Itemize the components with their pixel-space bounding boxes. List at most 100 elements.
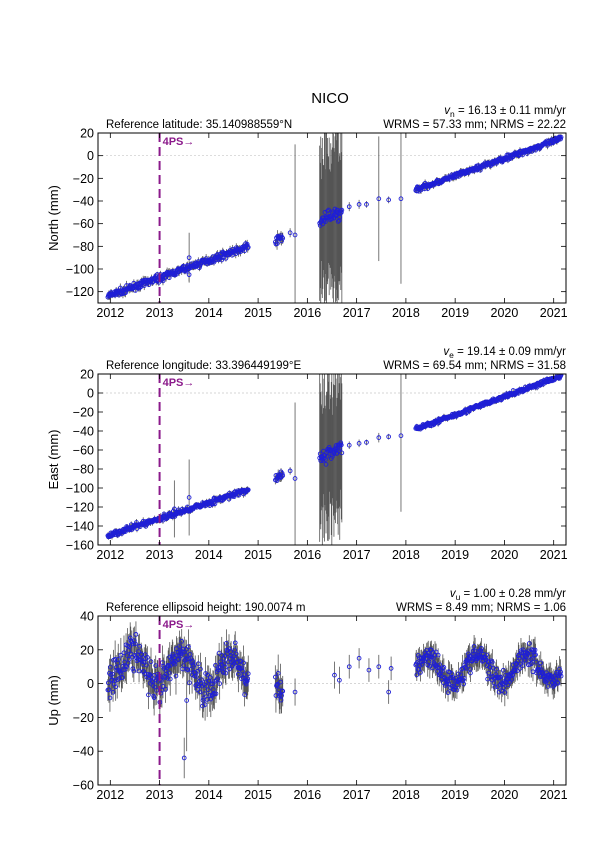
data-point: [177, 644, 182, 649]
data-point: [213, 662, 218, 668]
event-label: 4PS→: [163, 377, 195, 389]
data-point: [127, 635, 133, 641]
data-point: [493, 672, 499, 677]
data-point: [228, 649, 233, 654]
data-point: [530, 656, 535, 662]
data-point: [275, 670, 281, 676]
data-point: [444, 681, 450, 687]
y-tick-label: −100: [66, 263, 94, 277]
data-point: [143, 662, 149, 668]
data-point: [366, 667, 372, 673]
x-tick-label: 2017: [343, 548, 371, 562]
data-point: [337, 677, 342, 683]
data-point: [221, 656, 227, 661]
data-point: [133, 632, 139, 637]
data-point: [517, 666, 523, 671]
velocity-value: = 16.13 ± 0.11 mm/yr: [455, 105, 566, 117]
data-point: [458, 672, 464, 678]
data-point: [526, 641, 532, 646]
data-point: [141, 669, 147, 674]
data-point: [106, 680, 111, 686]
x-tick-label: 2012: [96, 306, 124, 320]
data-point: [241, 660, 246, 666]
panel-2: 4PS→2012 2013 2014 2015 2016 2017 2018 2019 2020…: [46, 346, 568, 562]
data-point: [538, 660, 544, 666]
x-tick-label: 2021: [540, 548, 568, 562]
data-point: [207, 675, 213, 680]
x-tick-label: 2019: [441, 306, 469, 320]
data-point: [440, 665, 446, 671]
x-tick-label: 2017: [343, 788, 371, 802]
data-point: [242, 692, 247, 697]
data-point: [416, 653, 421, 658]
data-point: [485, 676, 490, 682]
data-point: [450, 675, 456, 680]
data-point: [278, 679, 283, 685]
x-tick-label: 2021: [540, 788, 568, 802]
data-point: [110, 671, 115, 677]
data-point: [160, 683, 166, 689]
data-point: [376, 435, 382, 440]
data-point: [346, 204, 352, 210]
data-point: [287, 230, 293, 236]
data-point: [364, 202, 369, 207]
data-point: [322, 209, 328, 215]
y-tick-label: −80: [73, 240, 94, 254]
data-point: [114, 667, 120, 673]
data-point: [356, 202, 362, 207]
data-point: [292, 232, 298, 238]
data-point: [430, 665, 435, 671]
data-point: [544, 678, 550, 683]
y-axis-label: North (mm): [46, 185, 61, 251]
y-tick-label: −60: [73, 779, 94, 793]
data-point: [287, 468, 293, 474]
data-point: [215, 676, 220, 682]
data-point: [133, 641, 138, 647]
data-point: [338, 442, 344, 448]
data-point: [188, 667, 194, 672]
data-point: [292, 476, 298, 481]
data-point: [498, 674, 504, 680]
data-point: [486, 670, 492, 676]
data-point: [398, 433, 404, 439]
data-point: [245, 676, 251, 682]
data-point: [532, 647, 538, 653]
data-point: [240, 675, 246, 680]
reference-label: Reference longitude: 33.396449199°E: [106, 360, 301, 372]
data-point: [356, 441, 362, 446]
data-point: [145, 655, 150, 660]
data-point: [233, 651, 239, 657]
x-tick-label: 2012: [96, 788, 124, 802]
data-point: [245, 244, 251, 250]
data-point: [339, 450, 345, 456]
x-tick-label: 2015: [244, 548, 272, 562]
figure-title: NICO: [311, 90, 349, 107]
data-point: [232, 640, 238, 646]
x-tick-label: 2014: [195, 548, 223, 562]
data-point: [533, 652, 538, 658]
data-point: [414, 672, 420, 678]
data-point: [239, 665, 245, 671]
data-point: [217, 681, 223, 686]
data-point: [435, 652, 441, 658]
data-point: [113, 684, 119, 690]
data-point: [484, 652, 489, 658]
x-tick-label: 2016: [293, 548, 321, 562]
data-point: [455, 682, 460, 688]
data-point: [494, 666, 499, 672]
data-point: [187, 680, 192, 686]
x-tick-label: 2012: [96, 548, 124, 562]
data-point: [107, 695, 113, 701]
wrms-label: WRMS = 69.54 mm; NRMS = 31.58: [383, 360, 566, 372]
x-tick-label: 2020: [491, 306, 519, 320]
y-tick-label: 20: [80, 368, 94, 382]
data-point: [326, 207, 332, 213]
data-point: [324, 453, 330, 459]
y-tick-label: −100: [66, 482, 94, 496]
data-point: [489, 659, 495, 665]
data-point: [113, 665, 119, 670]
data-point: [492, 684, 498, 690]
data-point: [538, 667, 544, 673]
y-tick-label: −20: [73, 711, 94, 725]
